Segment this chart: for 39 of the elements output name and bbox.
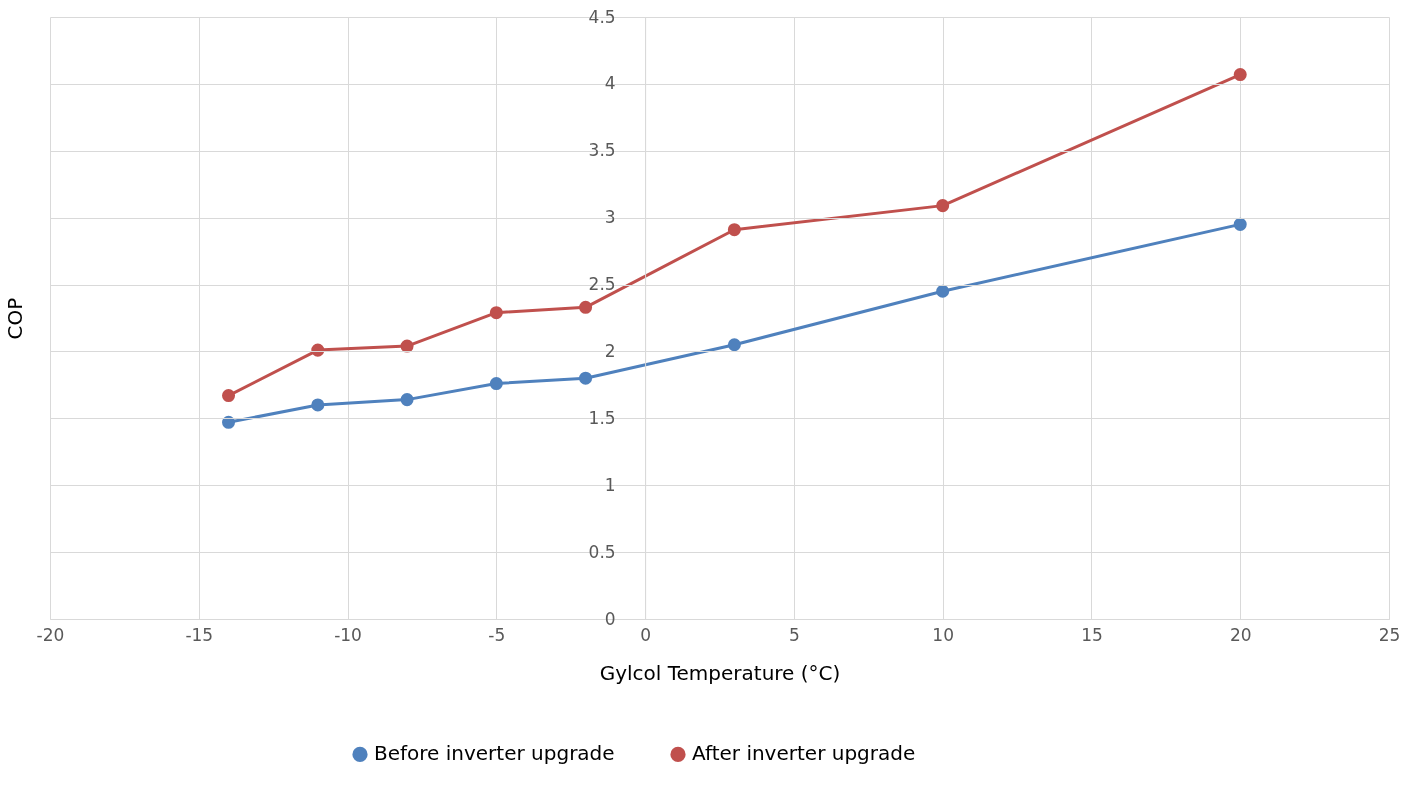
y-tick-label: 2.5	[588, 274, 616, 295]
x-tick-label: -5	[488, 624, 506, 645]
y-tick-label: 0	[604, 608, 616, 629]
y-axis-title: COP	[2, 297, 27, 340]
y-tick-label: 3	[604, 207, 616, 228]
legend-label: After inverter upgrade	[692, 741, 916, 766]
point	[1233, 217, 1247, 231]
point	[579, 300, 593, 314]
point	[727, 338, 741, 352]
point	[222, 415, 236, 429]
point	[936, 284, 950, 298]
x-tick-label: -20	[36, 624, 65, 645]
x-tick-label: 20	[1229, 624, 1252, 645]
x-tick-label: 10	[932, 624, 954, 645]
y-tick-label: 2	[604, 340, 616, 361]
point	[489, 377, 503, 391]
x-tick-label: 25	[1378, 624, 1401, 645]
y-tick-label: 3.5	[588, 140, 616, 161]
point	[936, 199, 950, 213]
point	[400, 393, 414, 407]
point	[727, 223, 741, 237]
point	[1233, 68, 1247, 82]
y-tick-label: 0.5	[588, 541, 616, 562]
legend-label: Before inverter upgrade	[374, 741, 615, 766]
point	[579, 371, 593, 385]
x-tick-label: -15	[185, 624, 214, 645]
x-axis-title: Gylcol Temperature (°C)	[599, 660, 841, 685]
point	[400, 339, 414, 353]
point	[311, 398, 325, 412]
point	[489, 306, 503, 320]
y-tick-label: 4.5	[588, 6, 616, 27]
y-tick-label: 1	[604, 474, 616, 495]
y-tick-label: 1.5	[588, 407, 616, 428]
x-tick-label: -10	[334, 624, 362, 645]
point	[222, 389, 236, 403]
x-tick-label: 15	[1081, 624, 1103, 645]
y-tick-label: 4	[604, 73, 616, 94]
x-tick-label: 5	[788, 624, 800, 645]
x-tick-label: 0	[640, 624, 652, 645]
